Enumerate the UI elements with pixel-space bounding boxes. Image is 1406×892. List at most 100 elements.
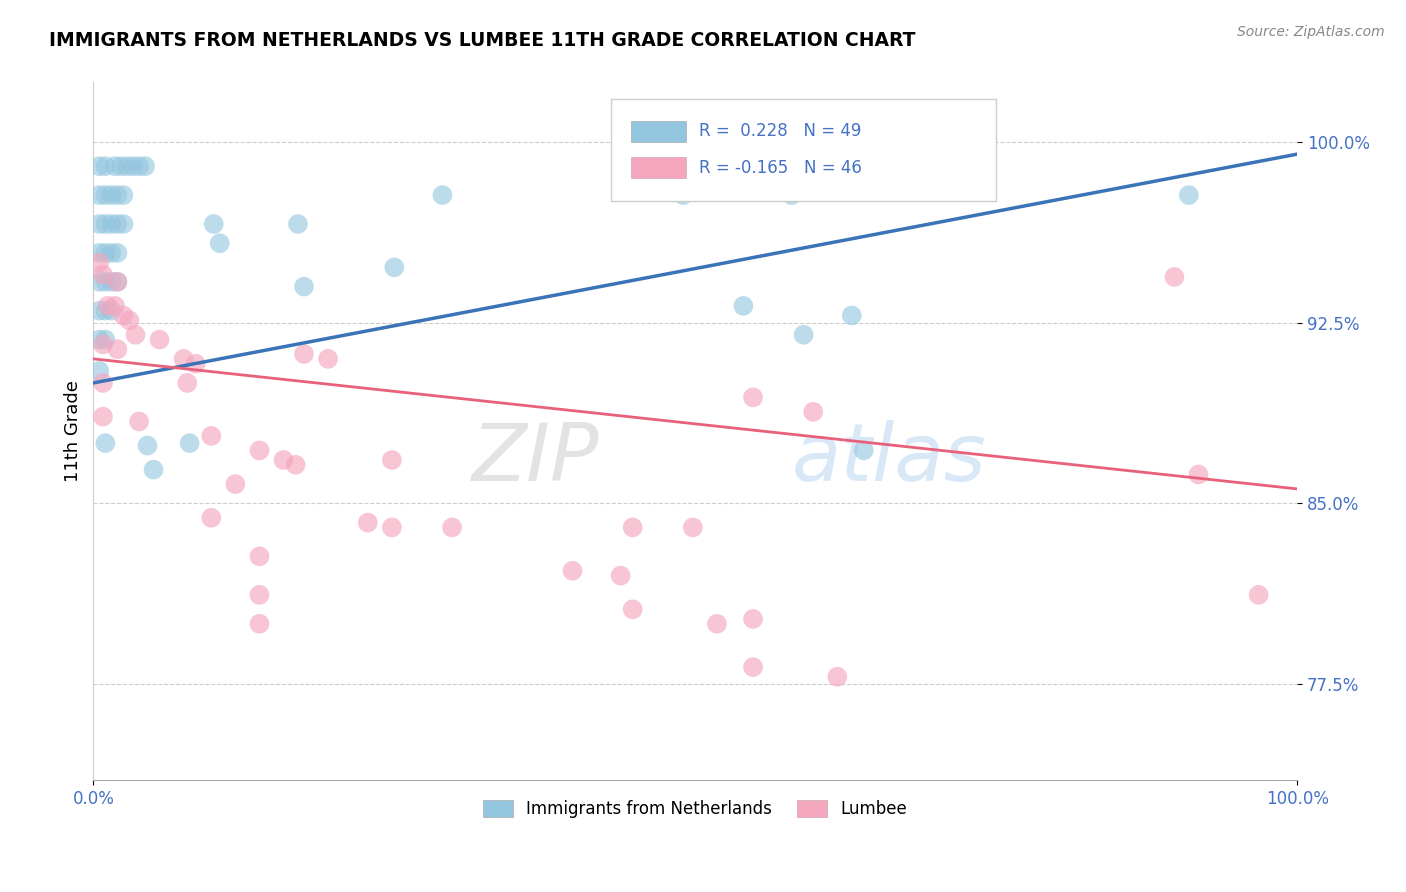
Point <box>179 436 201 450</box>
Point <box>112 309 135 323</box>
Point <box>176 376 198 390</box>
Point <box>128 414 150 428</box>
Point <box>94 275 117 289</box>
Point <box>208 236 231 251</box>
Point <box>742 390 765 404</box>
Point <box>89 333 111 347</box>
Text: ZIP: ZIP <box>471 420 599 498</box>
Text: R =  0.228   N = 49: R = 0.228 N = 49 <box>699 122 862 140</box>
Bar <box>631 157 686 178</box>
Point <box>89 275 111 289</box>
Y-axis label: 11th Grade: 11th Grade <box>65 380 82 482</box>
Point <box>200 510 222 524</box>
Point <box>382 260 405 275</box>
Legend: Immigrants from Netherlands, Lumbee: Immigrants from Netherlands, Lumbee <box>477 793 914 824</box>
Point <box>780 188 803 202</box>
Point <box>89 364 111 378</box>
Point <box>441 520 464 534</box>
Point <box>105 343 128 357</box>
Point <box>94 217 117 231</box>
Point <box>122 159 145 173</box>
Point <box>672 188 695 202</box>
Point <box>1163 270 1185 285</box>
Point <box>128 159 150 173</box>
Point <box>89 159 111 173</box>
Text: Source: ZipAtlas.com: Source: ZipAtlas.com <box>1237 25 1385 39</box>
Point <box>89 246 111 260</box>
Point <box>827 670 849 684</box>
Point <box>148 333 170 347</box>
Point <box>292 347 315 361</box>
Point <box>136 438 159 452</box>
Point <box>110 159 132 173</box>
Point <box>100 217 122 231</box>
Point <box>94 188 117 202</box>
Point <box>94 246 117 260</box>
Point <box>91 376 114 390</box>
Point <box>100 246 122 260</box>
Point <box>381 520 404 534</box>
Point <box>184 357 207 371</box>
Point <box>105 217 128 231</box>
Point <box>273 453 295 467</box>
Point <box>142 462 165 476</box>
Point <box>742 612 765 626</box>
Point <box>249 549 271 564</box>
Point <box>89 303 111 318</box>
Point <box>89 188 111 202</box>
Point <box>105 246 128 260</box>
Point <box>287 217 309 231</box>
Point <box>112 188 135 202</box>
Point <box>100 303 122 318</box>
Point <box>118 313 141 327</box>
Point <box>742 660 765 674</box>
Point <box>173 351 195 366</box>
Point <box>105 275 128 289</box>
Point <box>284 458 307 472</box>
Point <box>104 299 127 313</box>
Point <box>124 327 146 342</box>
Point <box>793 327 815 342</box>
Point <box>91 409 114 424</box>
Point <box>1187 467 1209 482</box>
Point <box>89 255 111 269</box>
Point <box>134 159 156 173</box>
Point <box>682 520 704 534</box>
FancyBboxPatch shape <box>612 99 997 201</box>
Text: IMMIGRANTS FROM NETHERLANDS VS LUMBEE 11TH GRADE CORRELATION CHART: IMMIGRANTS FROM NETHERLANDS VS LUMBEE 11… <box>49 31 915 50</box>
Point <box>432 188 454 202</box>
Point <box>852 443 875 458</box>
Point <box>381 453 404 467</box>
Point <box>94 436 117 450</box>
Point <box>105 188 128 202</box>
Point <box>94 159 117 173</box>
Point <box>100 275 122 289</box>
Point <box>224 477 246 491</box>
Bar <box>631 121 686 142</box>
Point <box>609 568 631 582</box>
Point <box>561 564 583 578</box>
Point <box>200 429 222 443</box>
Point <box>249 588 271 602</box>
Point <box>202 217 225 231</box>
Point <box>97 299 120 313</box>
Point <box>89 217 111 231</box>
Point <box>733 299 755 313</box>
Point <box>115 159 138 173</box>
Point <box>801 405 824 419</box>
Point <box>292 279 315 293</box>
Point <box>316 351 339 366</box>
Point <box>621 602 644 616</box>
Point <box>621 520 644 534</box>
Point <box>1178 188 1201 202</box>
Point <box>841 309 863 323</box>
Point <box>94 303 117 318</box>
Point <box>91 268 114 282</box>
Point <box>249 616 271 631</box>
Text: atlas: atlas <box>792 420 987 498</box>
Point <box>94 333 117 347</box>
Point <box>112 217 135 231</box>
Point <box>104 159 127 173</box>
Text: R = -0.165   N = 46: R = -0.165 N = 46 <box>699 159 862 177</box>
Point <box>91 337 114 351</box>
